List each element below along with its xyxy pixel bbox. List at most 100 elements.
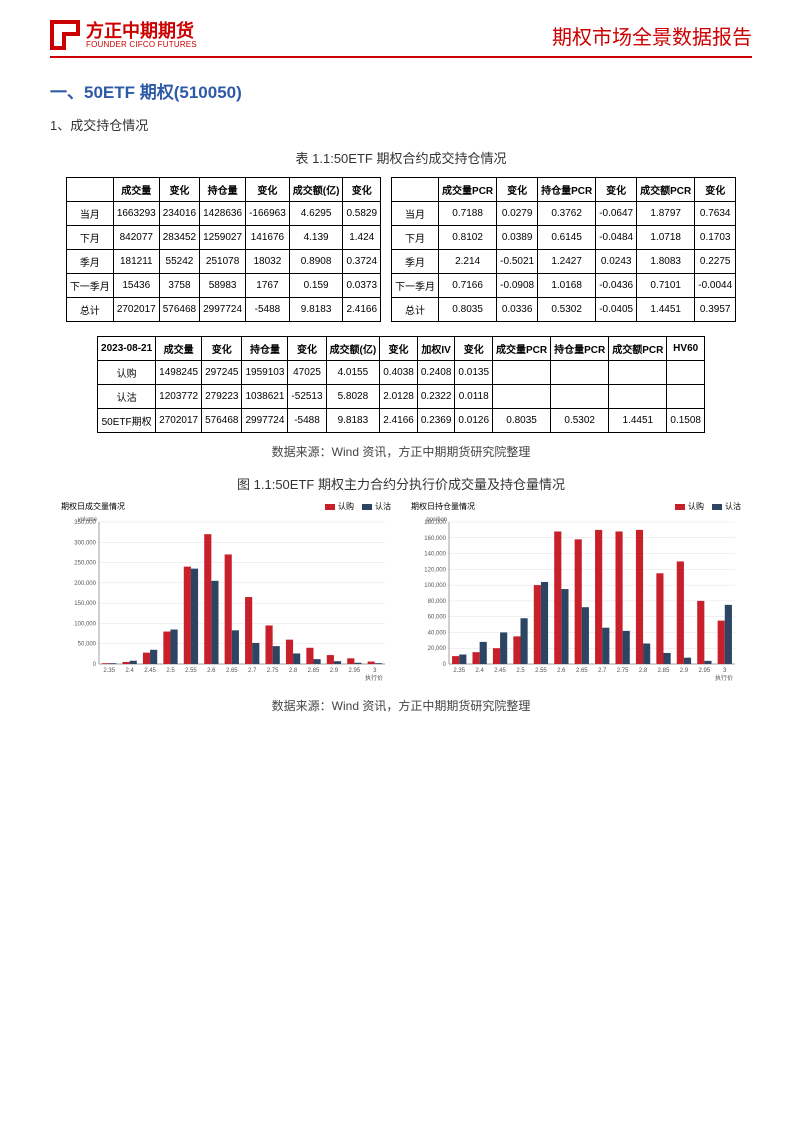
svg-text:执行价: 执行价 bbox=[715, 674, 733, 682]
table-header: 变化 bbox=[596, 178, 637, 202]
table-cell: 下月 bbox=[66, 226, 113, 250]
svg-text:100,000: 100,000 bbox=[424, 583, 446, 589]
table-header: 成交额(亿) bbox=[326, 337, 380, 361]
table-cell: 55242 bbox=[159, 250, 199, 274]
svg-text:250,000: 250,000 bbox=[74, 561, 96, 567]
logo-text-cn: 方正中期期货 bbox=[86, 22, 197, 40]
table-header: 成交量PCR bbox=[439, 178, 497, 202]
table-cell: 2997724 bbox=[200, 298, 246, 322]
table-cell: 0.159 bbox=[289, 274, 343, 298]
table-header: 变化 bbox=[202, 337, 242, 361]
svg-text:2.85: 2.85 bbox=[308, 668, 320, 674]
logo-text-en: FOUNDER CIFCO FUTURES bbox=[86, 40, 197, 49]
svg-text:150,000: 150,000 bbox=[74, 601, 96, 607]
table-cell: 当月 bbox=[66, 202, 113, 226]
svg-text:20,000: 20,000 bbox=[428, 646, 447, 652]
legend-label-put: 认沽 bbox=[725, 501, 741, 512]
table-cell: 0.7188 bbox=[439, 202, 497, 226]
table-cell bbox=[667, 385, 705, 409]
svg-text:2.65: 2.65 bbox=[576, 668, 588, 674]
svg-text:3: 3 bbox=[723, 668, 727, 674]
table-cell: 58983 bbox=[200, 274, 246, 298]
table-row: 季月2.214-0.50211.24270.02431.80830.2275 bbox=[392, 250, 736, 274]
table-cell bbox=[667, 361, 705, 385]
chart-title-2: 期权日持仓量情况 bbox=[411, 501, 475, 512]
svg-text:120,000: 120,000 bbox=[424, 567, 446, 573]
volume-chart: 期权日成交量情况 认购 认沽 050,000100,000150,000200,… bbox=[61, 501, 391, 689]
table-header: 变化 bbox=[246, 178, 290, 202]
table-row: 下月84207728345212590271416764.1391.424 bbox=[66, 226, 380, 250]
logo-block: 方正中期期货 FOUNDER CIFCO FUTURES bbox=[50, 20, 197, 50]
table-cell: 认沽 bbox=[98, 385, 156, 409]
legend-swatch-put-icon bbox=[362, 504, 372, 510]
table-cell: 0.0243 bbox=[596, 250, 637, 274]
svg-text:2.95: 2.95 bbox=[349, 668, 361, 674]
legend-2: 认购 认沽 bbox=[675, 501, 741, 512]
source-note-2: 数据来源：Wind 资讯，方正中期期货研究院整理 bbox=[50, 697, 752, 714]
volume-table: 成交量变化持仓量变化成交额(亿)变化当月16632932340161428636… bbox=[66, 177, 381, 322]
svg-text:2.6: 2.6 bbox=[557, 668, 566, 674]
table-header: 变化 bbox=[343, 178, 381, 202]
table-row: 下月0.81020.03890.6145-0.04841.07180.1703 bbox=[392, 226, 736, 250]
table-row: 总计0.80350.03360.5302-0.04051.44510.3957 bbox=[392, 298, 736, 322]
table-cell: 0.0279 bbox=[497, 202, 538, 226]
table-row: 下一季月1543637585898317670.1590.0373 bbox=[66, 274, 380, 298]
svg-text:140,000: 140,000 bbox=[424, 552, 446, 558]
table-cell: 251078 bbox=[200, 250, 246, 274]
table-cell: 0.8908 bbox=[289, 250, 343, 274]
tables-row-1: 成交量变化持仓量变化成交额(亿)变化当月16632932340161428636… bbox=[50, 177, 752, 322]
svg-text:2.8: 2.8 bbox=[639, 668, 648, 674]
pcr-table: 成交量PCR变化持仓量PCR变化成交额PCR变化当月0.71880.02790.… bbox=[391, 177, 736, 322]
table-cell bbox=[609, 361, 667, 385]
table-header: 2023-08-21 bbox=[98, 337, 156, 361]
table-cell: 2.214 bbox=[439, 250, 497, 274]
table-cell: 4.139 bbox=[289, 226, 343, 250]
table-cell: 0.0135 bbox=[455, 361, 493, 385]
legend-swatch-put-icon bbox=[712, 504, 722, 510]
svg-text:2.45: 2.45 bbox=[494, 668, 506, 674]
svg-text:2.7: 2.7 bbox=[248, 668, 257, 674]
table-header: 成交额PCR bbox=[637, 178, 695, 202]
table-row: 季月18121155242251078180320.89080.3724 bbox=[66, 250, 380, 274]
table-header: 变化 bbox=[380, 337, 418, 361]
table-cell: 2702017 bbox=[156, 409, 202, 433]
table-header: 变化 bbox=[159, 178, 199, 202]
table-cell: 0.1508 bbox=[667, 409, 705, 433]
svg-text:volume: volume bbox=[78, 517, 98, 523]
svg-text:80,000: 80,000 bbox=[428, 599, 447, 605]
table-cell: 9.8183 bbox=[289, 298, 343, 322]
table-cell: 0.8035 bbox=[493, 409, 551, 433]
table-cell: 2.4166 bbox=[380, 409, 418, 433]
table-cell bbox=[493, 385, 551, 409]
svg-text:2.85: 2.85 bbox=[658, 668, 670, 674]
svg-text:3: 3 bbox=[373, 668, 377, 674]
table-cell: 279223 bbox=[202, 385, 242, 409]
table-cell: 50ETF期权 bbox=[98, 409, 156, 433]
svg-text:2.5: 2.5 bbox=[516, 668, 525, 674]
table-cell: -52513 bbox=[288, 385, 326, 409]
table-header: 变化 bbox=[695, 178, 736, 202]
table-cell: 1428636 bbox=[200, 202, 246, 226]
table-cell: 1.0168 bbox=[538, 274, 596, 298]
table-cell: 认购 bbox=[98, 361, 156, 385]
table-cell: 0.0373 bbox=[343, 274, 381, 298]
table-header: 持仓量 bbox=[200, 178, 246, 202]
table-row: 认购14982452972451959103470254.01550.40380… bbox=[98, 361, 705, 385]
svg-text:2.6: 2.6 bbox=[207, 668, 216, 674]
table-cell: 0.0126 bbox=[455, 409, 493, 433]
svg-text:60,000: 60,000 bbox=[428, 615, 447, 621]
summary-table: 2023-08-21成交量变化持仓量变化成交额(亿)变化加权IV变化成交量PCR… bbox=[97, 336, 705, 433]
table-header: 变化 bbox=[455, 337, 493, 361]
table-cell: 576468 bbox=[159, 298, 199, 322]
table-cell: 0.0389 bbox=[497, 226, 538, 250]
table-cell: 2.0128 bbox=[380, 385, 418, 409]
table-cell: 0.3762 bbox=[538, 202, 596, 226]
svg-text:2.35: 2.35 bbox=[453, 668, 465, 674]
table-cell: 季月 bbox=[392, 250, 439, 274]
legend-label-put: 认沽 bbox=[375, 501, 391, 512]
svg-text:2.75: 2.75 bbox=[617, 668, 629, 674]
table-cell bbox=[551, 361, 609, 385]
table-cell: 1.8797 bbox=[637, 202, 695, 226]
svg-text:200,000: 200,000 bbox=[74, 581, 96, 587]
legend-swatch-call-icon bbox=[675, 504, 685, 510]
